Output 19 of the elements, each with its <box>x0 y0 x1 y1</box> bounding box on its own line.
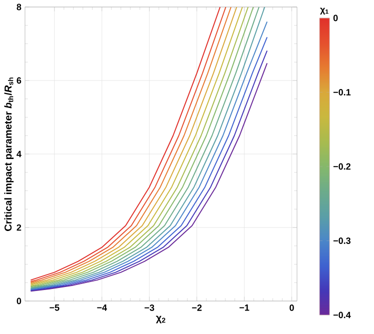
y-axis-title: Critical impact parameter b$_{th}$/R$_{sh}$ <box>4 78 14 231</box>
color-bar-label: −0.1 <box>333 89 351 96</box>
color-bar-label: −0.2 <box>333 163 350 170</box>
color-bar-label: −0.3 <box>333 238 351 244</box>
x-tick-label: 0 <box>290 304 294 311</box>
x-tick-label: −5 <box>50 304 60 311</box>
y-tick-label: 6 <box>16 77 22 84</box>
x-tick-label: −1 <box>240 304 250 311</box>
y-tick-label: 8 <box>16 4 22 10</box>
color-bar-title: χ$_{1}$ <box>320 8 328 14</box>
y-tick-label: 2 <box>16 224 22 231</box>
x-axis-title: χ$_{2}$ <box>156 316 166 324</box>
x-tick-label: −4 <box>97 304 107 311</box>
y-tick-label: 4 <box>16 150 22 158</box>
y-tick-label: 0 <box>16 298 22 304</box>
x-tick-label: −2 <box>192 304 202 311</box>
x-tick-label: −3 <box>144 304 154 311</box>
color-bar-label: 0 <box>333 14 338 22</box>
color-bar-label: −0.4 <box>333 312 351 318</box>
